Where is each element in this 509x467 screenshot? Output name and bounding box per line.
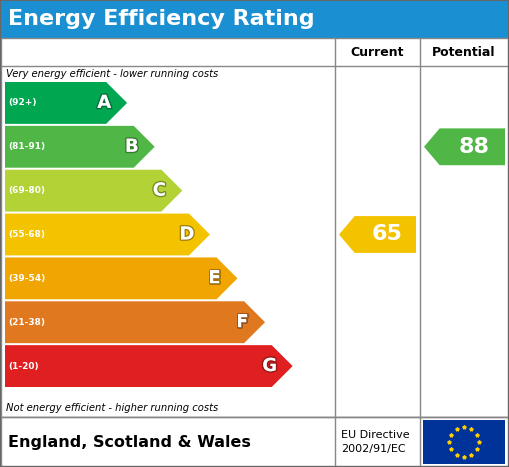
- Text: C: C: [153, 182, 166, 200]
- Polygon shape: [5, 170, 182, 212]
- Text: A: A: [97, 94, 111, 112]
- Polygon shape: [5, 82, 127, 124]
- Polygon shape: [5, 213, 210, 255]
- Polygon shape: [5, 126, 155, 168]
- Text: (21-38): (21-38): [8, 318, 45, 327]
- Text: Energy Efficiency Rating: Energy Efficiency Rating: [8, 9, 315, 29]
- Polygon shape: [424, 128, 505, 165]
- Text: (92+): (92+): [8, 99, 37, 107]
- Bar: [423, 420, 505, 464]
- Text: Very energy efficient - lower running costs: Very energy efficient - lower running co…: [6, 69, 218, 79]
- Text: E: E: [208, 269, 220, 287]
- Text: (1-20): (1-20): [8, 361, 39, 371]
- Text: (69-80): (69-80): [8, 186, 45, 195]
- Polygon shape: [339, 216, 416, 253]
- Text: (39-54): (39-54): [8, 274, 45, 283]
- Text: England, Scotland & Wales: England, Scotland & Wales: [8, 434, 251, 450]
- Text: B: B: [125, 138, 138, 156]
- Text: 88: 88: [459, 137, 490, 157]
- Text: (81-91): (81-91): [8, 142, 45, 151]
- Bar: [1, 417, 508, 466]
- Text: D: D: [180, 226, 194, 243]
- Polygon shape: [5, 345, 293, 387]
- Text: G: G: [262, 357, 277, 375]
- Text: EU Directive
2002/91/EC: EU Directive 2002/91/EC: [341, 431, 410, 453]
- Bar: [1, 38, 508, 417]
- Text: Not energy efficient - higher running costs: Not energy efficient - higher running co…: [6, 403, 218, 413]
- Text: Potential: Potential: [432, 45, 496, 58]
- Text: Current: Current: [351, 45, 404, 58]
- Text: (55-68): (55-68): [8, 230, 45, 239]
- Text: F: F: [236, 313, 248, 331]
- Bar: [0, 0, 509, 38]
- Polygon shape: [5, 257, 237, 299]
- Polygon shape: [5, 301, 265, 343]
- Text: 65: 65: [372, 225, 403, 245]
